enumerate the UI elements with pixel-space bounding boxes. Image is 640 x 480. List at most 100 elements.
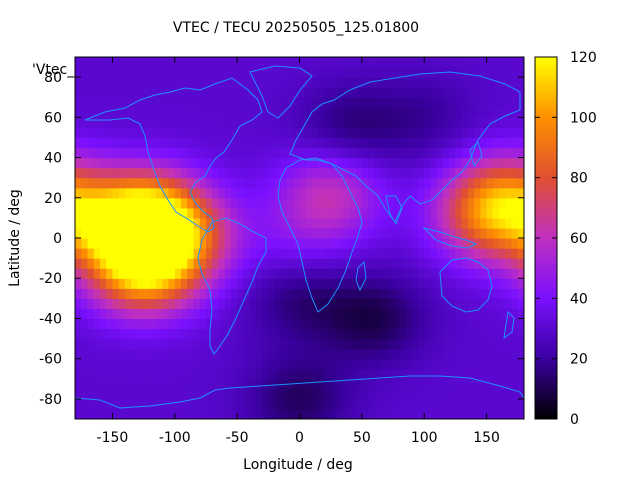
heatmap-cell	[274, 127, 282, 139]
heatmap-cell	[480, 288, 488, 299]
heatmap-cell	[492, 147, 500, 159]
heatmap-cell	[305, 207, 313, 219]
heatmap-cell	[430, 207, 438, 219]
heatmap-cell	[81, 107, 89, 118]
heatmap-cell	[262, 187, 269, 199]
heatmap-cell	[162, 157, 170, 169]
heatmap-cell	[330, 167, 338, 179]
heatmap-cell	[511, 57, 519, 68]
heatmap-cell	[330, 338, 338, 350]
heatmap-cell	[143, 87, 151, 98]
heatmap-cell	[311, 167, 319, 179]
heatmap-cell	[492, 67, 500, 78]
heatmap-cell	[492, 177, 500, 189]
heatmap-cell	[430, 408, 438, 419]
heatmap-cell	[212, 197, 220, 209]
heatmap-cell	[287, 348, 294, 360]
heatmap-cell	[474, 278, 481, 289]
heatmap-cell	[187, 137, 195, 149]
heatmap-cell	[149, 408, 157, 419]
heatmap-cell	[199, 87, 207, 98]
heatmap-cell	[249, 348, 257, 360]
heatmap-cell	[330, 137, 338, 149]
heatmap-cell	[386, 147, 394, 159]
heatmap-cell	[262, 258, 269, 269]
heatmap-cell	[299, 57, 307, 68]
heatmap-cell	[137, 288, 145, 299]
heatmap-cell	[455, 167, 463, 179]
heatmap-cell	[287, 97, 294, 108]
heatmap-cell	[455, 378, 463, 390]
heatmap-cell	[467, 258, 475, 269]
heatmap-cell	[174, 298, 182, 309]
heatmap-cell	[430, 137, 438, 149]
heatmap-cell	[461, 398, 469, 410]
heatmap-cell	[393, 278, 400, 289]
heatmap-cell	[230, 107, 238, 118]
heatmap-cell	[268, 57, 276, 68]
heatmap-cell	[118, 248, 126, 259]
heatmap-cell	[87, 107, 95, 118]
heatmap-cell	[492, 318, 500, 330]
heatmap-cell	[212, 378, 220, 390]
heatmap-cell	[293, 127, 301, 139]
heatmap-cell	[124, 238, 132, 249]
heatmap-cell	[355, 137, 363, 149]
heatmap-cell	[349, 378, 357, 390]
heatmap-cell	[99, 328, 107, 340]
heatmap-cell	[181, 227, 188, 239]
heatmap-cell	[143, 207, 151, 219]
heatmap-cell	[417, 217, 425, 229]
heatmap-cell	[474, 408, 481, 419]
heatmap-cell	[137, 77, 145, 88]
heatmap-cell	[417, 358, 425, 370]
heatmap-cell	[212, 258, 220, 269]
heatmap-cell	[299, 157, 307, 169]
heatmap-cell	[106, 338, 114, 350]
heatmap-cell	[143, 338, 151, 350]
heatmap-cell	[149, 57, 157, 68]
heatmap-cell	[224, 147, 232, 159]
heatmap-cell	[499, 127, 506, 139]
heatmap-cell	[124, 197, 132, 209]
heatmap-cell	[311, 258, 319, 269]
heatmap-cell	[324, 388, 332, 400]
heatmap-cell	[162, 248, 170, 259]
heatmap-cell	[112, 77, 120, 88]
heatmap-cell	[262, 177, 269, 189]
x-tick-label: 0	[295, 430, 304, 446]
heatmap-cell	[93, 77, 101, 88]
heatmap-cell	[411, 398, 419, 410]
heatmap-cell	[368, 127, 375, 139]
heatmap-cell	[324, 258, 332, 269]
heatmap-cell	[118, 87, 126, 98]
heatmap-cell	[99, 248, 107, 259]
heatmap-cell	[118, 157, 126, 169]
heatmap-cell	[368, 348, 375, 360]
heatmap-cell	[293, 338, 301, 350]
heatmap-cell	[124, 258, 132, 269]
heatmap-cell	[137, 177, 145, 189]
heatmap-cell	[349, 187, 357, 199]
heatmap-cell	[199, 368, 207, 380]
heatmap-cell	[168, 318, 176, 330]
heatmap-cell	[218, 268, 226, 279]
heatmap-cell	[218, 67, 226, 78]
heatmap-cell	[311, 248, 319, 259]
heatmap-cell	[280, 368, 288, 380]
heatmap-cell	[430, 238, 438, 249]
heatmap-cell	[492, 238, 500, 249]
heatmap-cell	[349, 368, 357, 380]
heatmap-cell	[343, 127, 350, 139]
heatmap-cell	[118, 67, 126, 78]
heatmap-cell	[318, 77, 326, 88]
heatmap-cell	[349, 167, 357, 179]
heatmap-cell	[480, 238, 488, 249]
heatmap-cell	[517, 97, 524, 108]
heatmap-cell	[293, 388, 301, 400]
heatmap-cell	[399, 318, 407, 330]
heatmap-cell	[318, 67, 326, 78]
heatmap-cell	[318, 258, 326, 269]
heatmap-cell	[517, 57, 524, 68]
